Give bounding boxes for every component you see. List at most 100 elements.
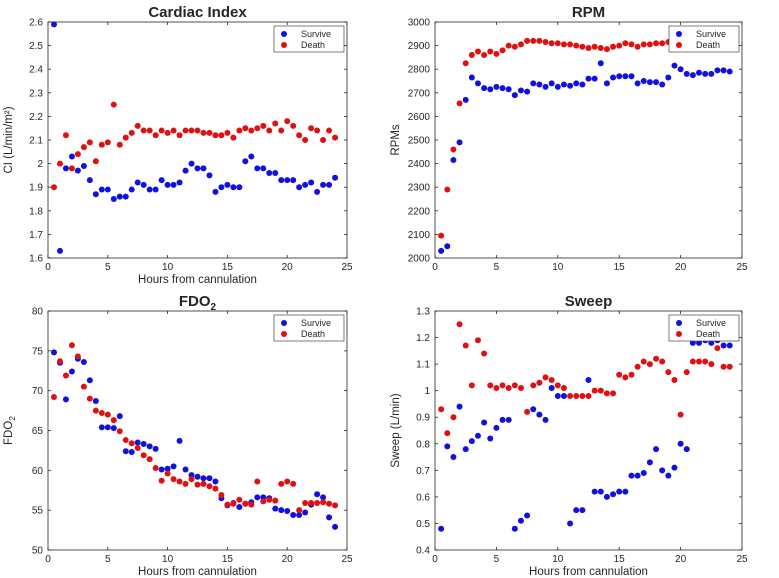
rpm-death-point — [536, 37, 543, 44]
fdo2-death-point — [320, 499, 327, 506]
sweep-death-point — [646, 361, 653, 368]
rpm-survive-point — [610, 74, 617, 81]
sweep-death-point — [493, 385, 500, 392]
fdo2-survive-point — [134, 439, 141, 446]
ci-survive-point — [110, 196, 117, 202]
ci-ytick-label: 1.7 — [29, 230, 43, 241]
rpm-survive-point — [505, 86, 512, 93]
ci-death-point — [158, 127, 165, 134]
fdo2-death-point — [158, 477, 165, 484]
ci-survive-point — [296, 184, 303, 191]
ci-death-point — [152, 132, 159, 139]
sweep-ytick-label: 0.6 — [416, 492, 430, 503]
ci-survive-point — [248, 153, 255, 160]
fdo2-survive-point — [122, 448, 129, 455]
ci-xtick-label: 20 — [282, 262, 294, 273]
rpm-death-point — [646, 41, 653, 48]
sweep-ytick-label: 1.3 — [416, 307, 430, 318]
rpm-death-point — [505, 42, 512, 49]
ci-death-point — [122, 134, 129, 141]
rpm-death-point — [493, 50, 500, 57]
ci-survive-point — [200, 165, 207, 172]
ci-death-point — [86, 139, 93, 146]
rpm-legend-box — [668, 25, 740, 53]
sweep-death-point — [702, 358, 709, 365]
fdo2-death-point — [92, 407, 99, 414]
rpm-ytick-label: 2200 — [408, 206, 431, 217]
rpm-survive-point — [603, 80, 610, 87]
ci-death-point — [260, 122, 267, 129]
ci-death-point — [224, 129, 231, 136]
sweep-survive-point — [505, 416, 512, 423]
fdo2-ylabel: FDO2 — [3, 416, 17, 445]
ci-survive-point — [182, 167, 189, 174]
sweep-death-point — [511, 382, 518, 389]
sweep-death-point — [603, 390, 610, 397]
sweep-survive-point — [708, 339, 715, 346]
fdo2-survive-point — [332, 523, 339, 530]
fdo2-death-point — [62, 372, 69, 379]
ci-legend-label-death: Death — [301, 40, 325, 50]
sweep-death-point — [616, 371, 623, 378]
sweep-survive-point — [474, 432, 481, 439]
rpm-xtick-label: 5 — [494, 262, 500, 273]
sweep-survive-point — [683, 446, 690, 453]
ci-death-point — [200, 129, 207, 136]
ci-survive-point — [176, 179, 183, 186]
ci-ylabel: CI (L/min/m²) — [3, 106, 15, 173]
ci-death-point — [206, 129, 213, 136]
fdo2-death-point — [326, 500, 333, 507]
rpm-death-point — [579, 43, 586, 50]
fdo2-death-point — [332, 502, 339, 509]
fdo2-ylabel-subscript: 2 — [7, 416, 17, 421]
ci-death-point — [134, 122, 141, 129]
fdo2-death-point — [134, 445, 141, 452]
rpm-legend-marker-survive — [676, 31, 682, 37]
sweep-survive-point — [487, 435, 494, 442]
ci-series-survive — [50, 21, 339, 254]
sweep-death-point — [628, 371, 635, 378]
fdo2-death-point — [194, 481, 201, 488]
fdo2-death-point — [260, 498, 267, 505]
sweep-death-point — [542, 374, 549, 381]
fdo2-death-point — [284, 478, 291, 485]
rpm-survive-point — [653, 79, 660, 86]
sweep-ytick-label: 0.5 — [416, 519, 430, 530]
sweep-death-point — [554, 382, 561, 389]
rpm-death-point — [622, 40, 629, 47]
sweep-death-point — [708, 361, 715, 368]
rpm-death-point — [628, 41, 635, 48]
sweep-death-point — [597, 387, 604, 394]
sweep-death-point — [462, 342, 469, 349]
ci-survive-point — [224, 181, 231, 188]
ci-xtick-label: 25 — [341, 262, 353, 273]
fdo2-death-point — [302, 499, 309, 506]
ci-survive-point — [104, 186, 111, 193]
sweep-survive-point — [481, 419, 488, 426]
rpm-title-text: RPM — [572, 4, 605, 21]
fdo2-legend-box — [273, 314, 345, 342]
ci-survive-point — [278, 177, 285, 184]
fdo2-death-point — [266, 496, 273, 503]
sweep-death-point — [438, 406, 445, 413]
ci-death-point — [146, 127, 153, 134]
fdo2-survive-point — [146, 443, 153, 450]
fdo2-death-point — [272, 497, 279, 504]
fdo2-survive-point — [158, 466, 165, 473]
ci-death-point — [284, 118, 291, 125]
sweep-survive-point — [456, 403, 463, 410]
ci-survive-point — [170, 181, 177, 188]
sweep-survive-point — [696, 339, 703, 346]
rpm-death-point — [573, 42, 580, 49]
sweep-survive-point — [622, 488, 629, 495]
rpm-death-point — [597, 44, 604, 51]
sweep-ylabel-text: Sweep (L/min) — [390, 393, 402, 467]
sweep-survive-point — [536, 411, 543, 418]
rpm-ytick-label: 2000 — [408, 254, 431, 265]
rpm-survive-point — [640, 78, 647, 84]
sweep-death-point — [505, 385, 512, 392]
fdo2-ytick-label: 70 — [32, 386, 44, 397]
sweep-death-point — [524, 408, 531, 415]
ci-survive-point — [206, 172, 213, 179]
fdo2-survive-point — [272, 505, 279, 512]
